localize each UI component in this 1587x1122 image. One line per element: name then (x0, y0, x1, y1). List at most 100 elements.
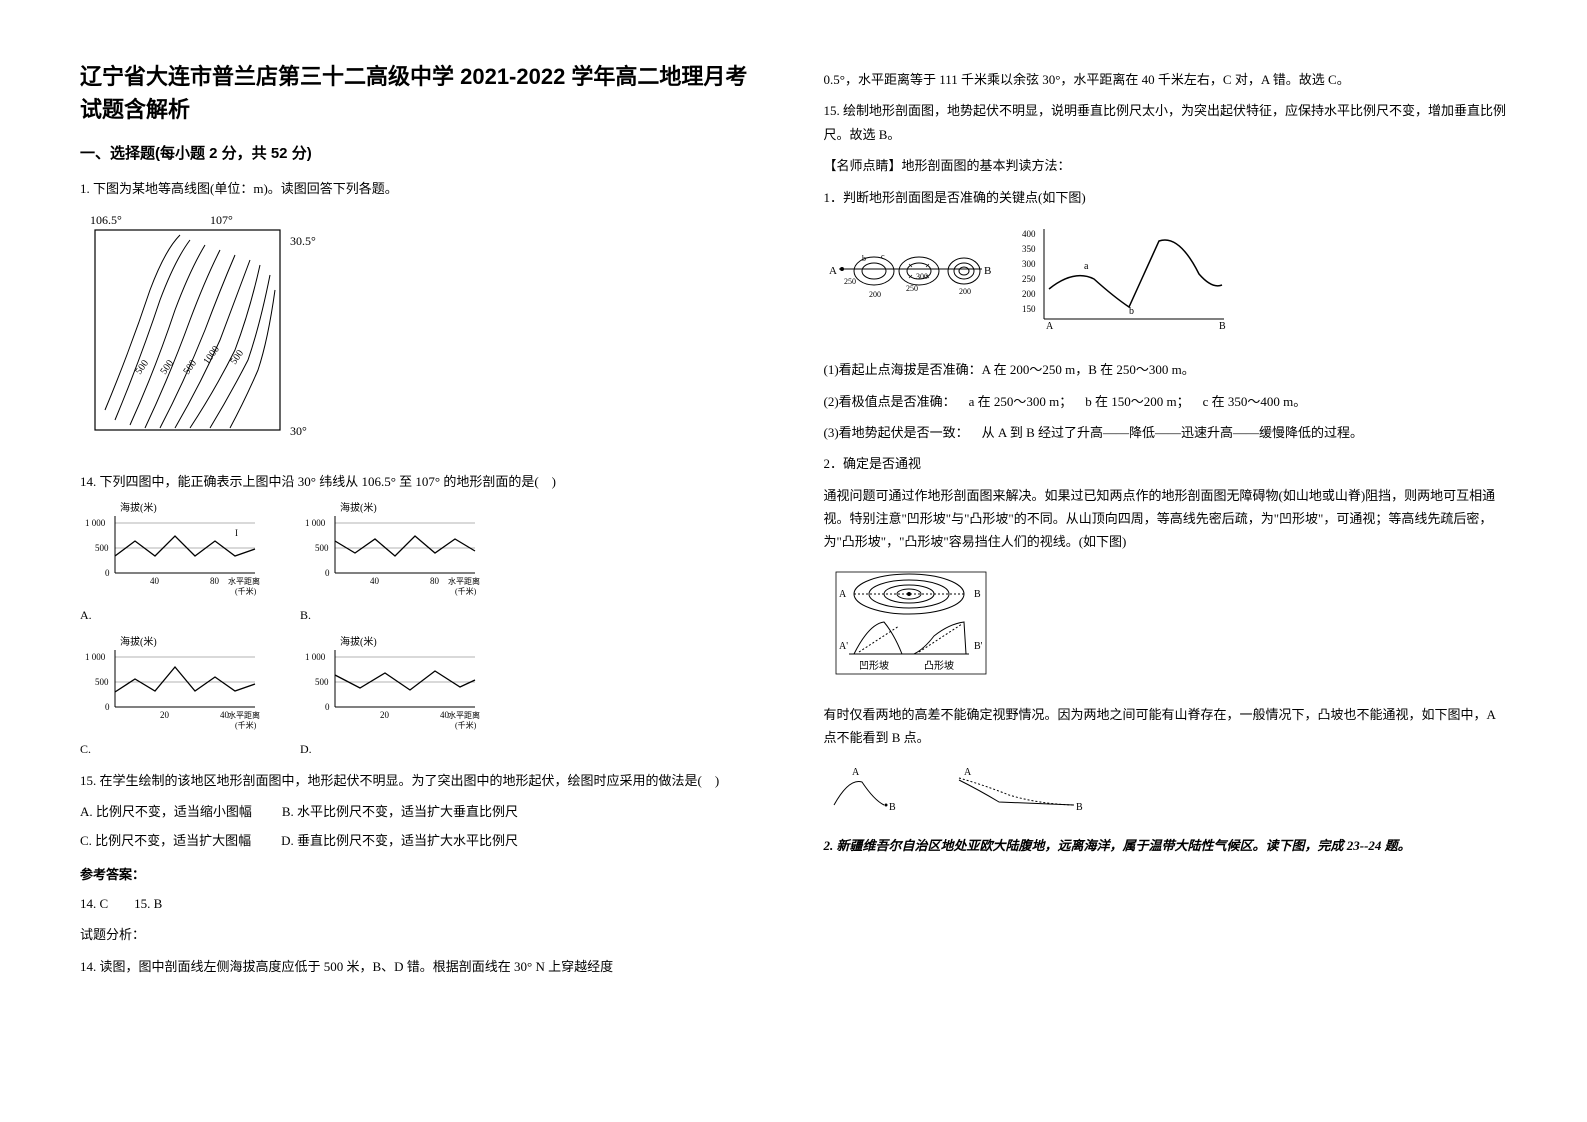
col2-p1: 0.5°，水平距离等于 111 千米乘以余弦 30°，水平距离在 40 千米左右… (824, 68, 1508, 91)
svg-text:a: a (1084, 261, 1089, 272)
svg-text:500: 500 (95, 543, 109, 553)
svg-text:80: 80 (210, 576, 220, 586)
svg-text:b: b (1129, 306, 1134, 317)
col2-check1: (1)看起止点海拔是否准确：A 在 200～250 m，B 在 250～300 … (824, 358, 1508, 381)
svg-text:A': A' (839, 641, 848, 652)
col2-p3: 通视问题可通过作地形剖面图来解决。如果过已知两点作的地形剖面图无障碍物(如山地或… (824, 484, 1508, 554)
svg-text:水平距离: 水平距离 (228, 710, 260, 720)
svg-text:250: 250 (906, 284, 918, 293)
svg-text:500: 500 (95, 677, 109, 687)
section-1-header: 一、选择题(每小题 2 分，共 52 分) (80, 140, 764, 167)
svg-text:500: 500 (228, 349, 246, 368)
svg-text:20: 20 (160, 710, 170, 720)
small-visibility-figure: A B A B (824, 760, 1508, 824)
svg-text:b: b (862, 254, 866, 263)
q15-options-row1: A. 比例尺不变，适当缩小图幅 B. 水平比例尺不变，适当扩大垂直比例尺 (80, 800, 764, 823)
q15-option-c: C. 比例尺不变，适当扩大图幅 (80, 829, 251, 852)
svg-text:凸形坡: 凸形坡 (924, 659, 954, 672)
svg-text:400: 400 (1022, 229, 1036, 239)
svg-text:(千米): (千米) (455, 720, 477, 730)
profile-row-2: 海拔(米) 1 000 500 0 20 40 水平距离 (千米) C. (80, 635, 764, 761)
svg-text:500: 500 (133, 359, 151, 378)
svg-text:凹形坡: 凹形坡 (859, 659, 889, 672)
svg-text:海拔(米): 海拔(米) (120, 635, 157, 648)
svg-text:20: 20 (380, 710, 390, 720)
svg-text:300: 300 (1022, 259, 1036, 269)
svg-text:200: 200 (1022, 289, 1036, 299)
svg-text:200: 200 (869, 290, 881, 299)
contour-map-figure: 106.5° 107° 30.5° 30° 500 500 500 1000 (80, 210, 764, 459)
svg-text:水平距离: 水平距离 (228, 576, 260, 586)
svg-text:B: B (1219, 321, 1226, 332)
svg-text:150: 150 (1022, 304, 1036, 314)
svg-text:海拔(米): 海拔(米) (340, 635, 377, 648)
option-label-d: D. (300, 739, 500, 761)
svg-text:500: 500 (315, 677, 329, 687)
svg-text:B: B (984, 265, 991, 277)
left-column: 辽宁省大连市普兰店第三十二高级中学 2021-2022 学年高二地理月考试题含解… (80, 60, 764, 986)
svg-text:B: B (974, 589, 981, 600)
lat-label-2: 30° (290, 424, 307, 438)
col2-p4: 有时仅看两地的高差不能确定视野情况。因为两地之间可能有山脊存在，一般情况下，凸坡… (824, 703, 1508, 750)
svg-text:300: 300 (916, 272, 928, 281)
svg-text:1 000: 1 000 (85, 518, 106, 528)
svg-text:A: A (829, 265, 837, 277)
q15-option-b: B. 水平比例尺不变，适当扩大垂直比例尺 (282, 800, 518, 823)
q2-text: 2. 新疆维吾尔自治区地处亚欧大陆腹地，远离海洋，属于温带大陆性气候区。读下图，… (824, 834, 1508, 857)
svg-text:1 000: 1 000 (305, 652, 326, 662)
profile-option-d: 海拔(米) 1 000 500 0 20 40 水平距离 (千米) D. (300, 635, 500, 761)
svg-text:(千米): (千米) (235, 720, 257, 730)
svg-text:I: I (235, 528, 238, 538)
analysis-14: 14. 读图，图中剖面线左侧海拔高度应低于 500 米，B、D 错。根据剖面线在… (80, 955, 764, 978)
page-container: 辽宁省大连市普兰店第三十二高级中学 2021-2022 学年高二地理月考试题含解… (80, 60, 1507, 986)
svg-text:0: 0 (105, 568, 110, 578)
profile-row-1: 海拔(米) 1 000 500 0 I 40 80 水平距离 (千米) A. (80, 501, 764, 627)
profile-keypoint-figure: A B 250 b c 200 250 (824, 219, 1508, 348)
right-column: 0.5°，水平距离等于 111 千米乘以余弦 30°，水平距离在 40 千米左右… (824, 60, 1508, 986)
svg-text:40: 40 (150, 576, 160, 586)
svg-text:80: 80 (430, 576, 440, 586)
svg-text:A: A (852, 767, 860, 778)
svg-text:500: 500 (158, 359, 176, 378)
q15-option-d: D. 垂直比例尺不变，适当扩大水平比例尺 (281, 829, 518, 852)
slope-diagram: A B A' B' 凹形坡 凸形坡 (824, 564, 1508, 693)
svg-text:A: A (839, 589, 847, 600)
option-label-c: C. (80, 739, 280, 761)
col2-check3: (3)看地势起伏是否一致： 从 A 到 B 经过了升高——降低——迅速升高——缓… (824, 421, 1508, 444)
svg-text:1 000: 1 000 (305, 518, 326, 528)
analysis-label: 试题分析： (80, 923, 764, 946)
answers-line: 14. C 15. B (80, 892, 764, 915)
svg-text:(千米): (千米) (235, 586, 257, 596)
svg-text:500: 500 (181, 359, 199, 378)
svg-text:c: c (881, 252, 885, 261)
svg-text:水平距离: 水平距离 (448, 576, 480, 586)
q15-text: 15. 在学生绘制的该地区地形剖面图中，地形起伏不明显。为了突出图中的地形起伏，… (80, 769, 764, 792)
svg-text:250: 250 (844, 277, 856, 286)
profile-option-c: 海拔(米) 1 000 500 0 20 40 水平距离 (千米) C. (80, 635, 280, 761)
svg-text:40: 40 (370, 576, 380, 586)
col2-tip2: 2．确定是否通视 (824, 452, 1508, 475)
svg-text:200: 200 (959, 287, 971, 296)
svg-text:海拔(米): 海拔(米) (120, 501, 157, 514)
lon-label-2: 107° (210, 213, 233, 227)
lat-label-1: 30.5° (290, 234, 316, 248)
svg-text:1 000: 1 000 (85, 652, 106, 662)
lon-label-1: 106.5° (90, 213, 122, 227)
profile-option-a: 海拔(米) 1 000 500 0 I 40 80 水平距离 (千米) A. (80, 501, 280, 627)
q14-text: 14. 下列四图中，能正确表示上图中沿 30° 纬线从 106.5° 至 107… (80, 470, 764, 493)
col2-tip1: 1．判断地形剖面图是否准确的关键点(如下图) (824, 186, 1508, 209)
q1-intro: 1. 下图为某地等高线图(单位：m)。读图回答下列各题。 (80, 177, 764, 200)
svg-text:A: A (1046, 321, 1054, 332)
option-label-b: B. (300, 605, 500, 627)
svg-text:B: B (889, 802, 896, 813)
answer-label: 参考答案： (80, 863, 764, 886)
profile-option-b: 海拔(米) 1 000 500 0 40 80 水平距离 (千米) B. (300, 501, 500, 627)
svg-text:350: 350 (1022, 244, 1036, 254)
document-title: 辽宁省大连市普兰店第三十二高级中学 2021-2022 学年高二地理月考试题含解… (80, 60, 764, 126)
svg-text:B': B' (974, 641, 983, 652)
svg-text:B: B (1076, 802, 1083, 813)
col2-tip-label: 【名师点睛】地形剖面图的基本判读方法： (824, 154, 1508, 177)
q15-options-row2: C. 比例尺不变，适当扩大图幅 D. 垂直比例尺不变，适当扩大水平比例尺 (80, 829, 764, 852)
col2-check2: (2)看极值点是否准确： a 在 250～300 m； b 在 150～200 … (824, 390, 1508, 413)
svg-text:(千米): (千米) (455, 586, 477, 596)
